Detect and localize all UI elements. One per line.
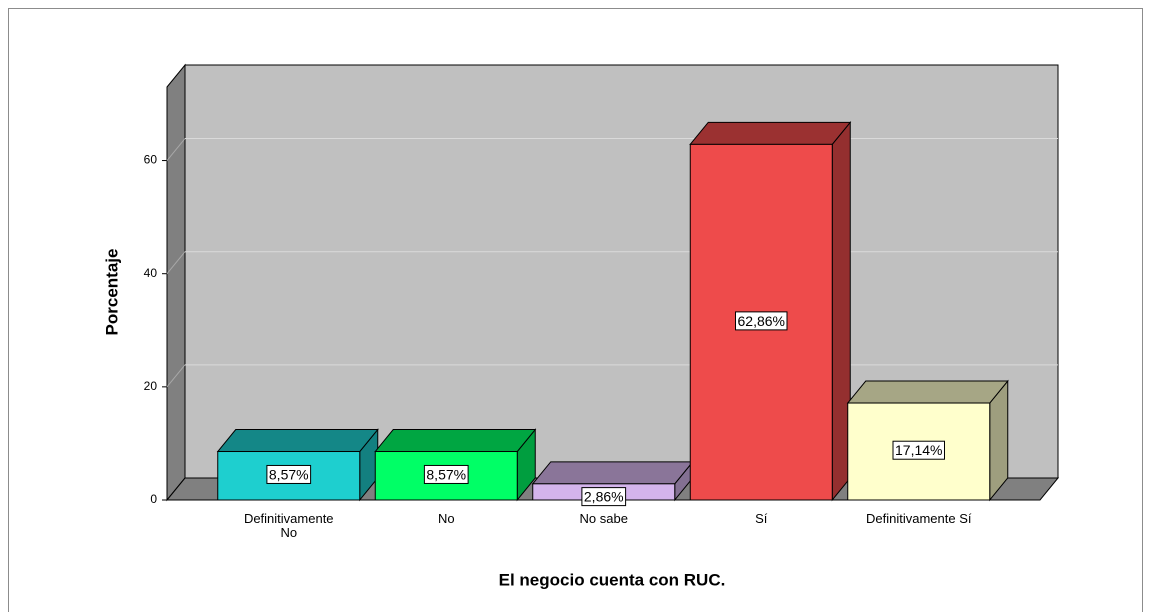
data-label: 17,14% bbox=[895, 442, 942, 458]
y-tick-label: 20 bbox=[144, 379, 158, 393]
data-label: 2,86% bbox=[584, 489, 624, 505]
data-label-box bbox=[423, 464, 469, 484]
data-label: 8,57% bbox=[269, 466, 309, 482]
y-tick-label: 40 bbox=[144, 266, 158, 280]
y-tick-label: 0 bbox=[150, 492, 157, 506]
bar-top bbox=[531, 461, 694, 485]
bar bbox=[374, 451, 518, 501]
bar-top bbox=[689, 121, 852, 145]
bar-top bbox=[846, 380, 1009, 404]
x-axis-title: El negocio cuenta con RUC. bbox=[499, 570, 726, 589]
x-tick-label: Definitivamente No bbox=[243, 511, 334, 540]
grid-line bbox=[166, 251, 186, 275]
grid-line bbox=[166, 138, 186, 161]
data-label-box bbox=[892, 440, 945, 460]
x-tick-label: Definitivamente Sí bbox=[866, 511, 972, 526]
bar-top bbox=[374, 429, 537, 453]
data-label: 8,57% bbox=[426, 466, 466, 482]
side-wall bbox=[166, 63, 186, 502]
bar-top bbox=[216, 429, 379, 453]
data-label-box bbox=[735, 311, 788, 331]
data-label-box bbox=[266, 464, 312, 484]
y-axis-title: Porcentaje bbox=[102, 249, 121, 336]
x-tick-label: No bbox=[437, 511, 455, 526]
x-tick-label: Sí bbox=[755, 511, 768, 526]
data-label: 62,86% bbox=[738, 313, 785, 329]
chart-border bbox=[8, 8, 1143, 612]
grid-line bbox=[166, 364, 186, 388]
data-label-box bbox=[581, 487, 627, 507]
y-tick-label: 60 bbox=[144, 153, 158, 167]
x-tick-label: No sabe bbox=[579, 511, 628, 526]
